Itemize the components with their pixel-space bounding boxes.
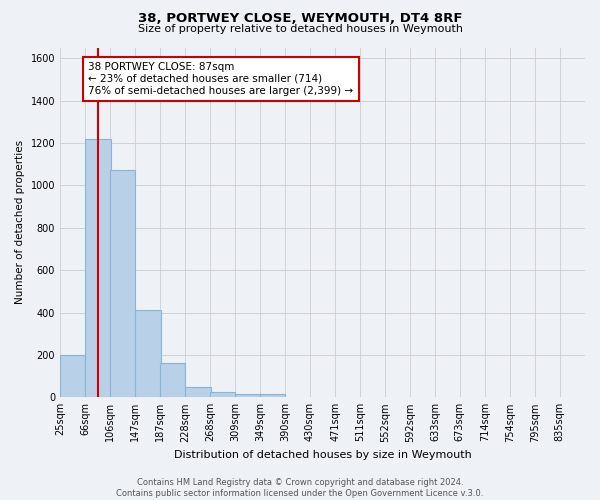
Bar [85,138,110,398]
Text: 38, PORTWEY CLOSE, WEYMOUTH, DT4 8RF: 38, PORTWEY CLOSE, WEYMOUTH, DT4 8RF [138,12,462,26]
Bar [185,386,211,398]
Bar [110,170,136,398]
Bar [160,364,185,398]
Bar [60,355,85,398]
Bar [260,394,285,398]
Text: Contains HM Land Registry data © Crown copyright and database right 2024.
Contai: Contains HM Land Registry data © Crown c… [116,478,484,498]
Text: Size of property relative to detached houses in Weymouth: Size of property relative to detached ho… [137,24,463,34]
X-axis label: Distribution of detached houses by size in Weymouth: Distribution of detached houses by size … [173,450,472,460]
Y-axis label: Number of detached properties: Number of detached properties [15,140,25,304]
Bar [136,310,161,398]
Bar [210,392,235,398]
Bar [235,394,260,398]
Text: 38 PORTWEY CLOSE: 87sqm
← 23% of detached houses are smaller (714)
76% of semi-d: 38 PORTWEY CLOSE: 87sqm ← 23% of detache… [88,62,353,96]
